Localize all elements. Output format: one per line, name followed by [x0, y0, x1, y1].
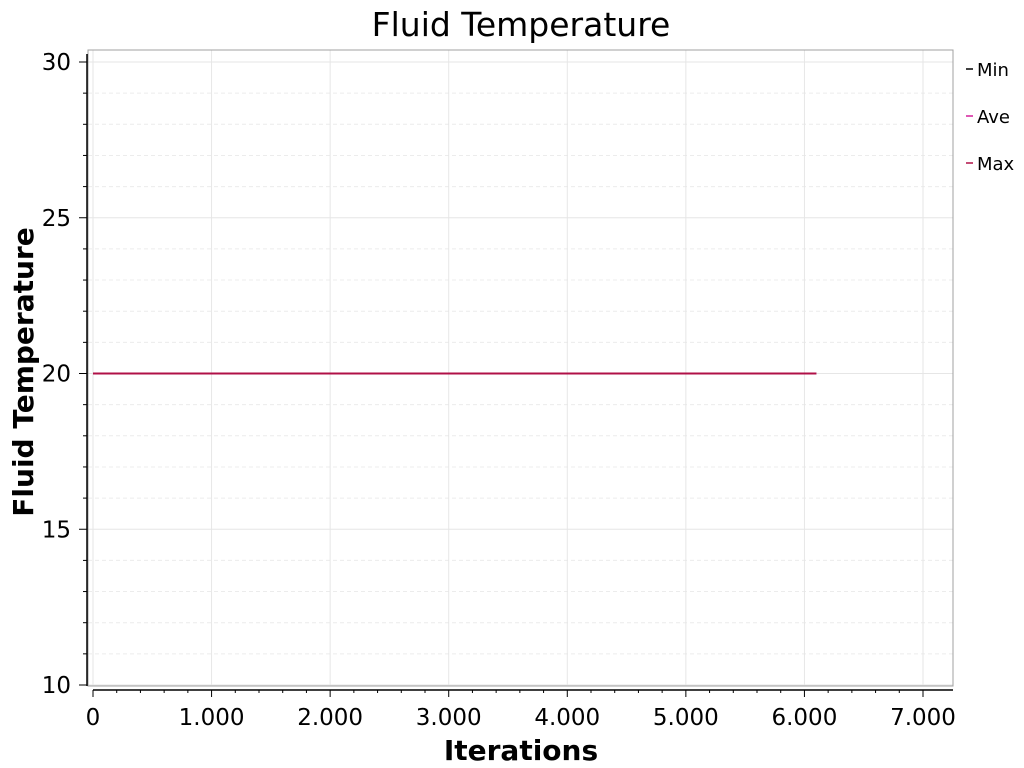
- x-tick-label: 6.000: [771, 705, 837, 731]
- x-tick-label: 1.000: [179, 705, 245, 731]
- chart-title: Fluid Temperature: [372, 5, 671, 44]
- y-axis: 10 15 20 25 30: [42, 50, 88, 699]
- x-tick-label: 0: [86, 705, 101, 731]
- plot-frame: [87, 49, 954, 687]
- legend-label-min: Min: [977, 60, 1009, 81]
- x-axis: 0 1.000 2.000 3.000 4.000 5.000 6.000 7.000: [86, 689, 956, 731]
- legend-label-ave: Ave: [977, 107, 1010, 128]
- x-tick-label: 3.000: [416, 705, 482, 731]
- y-tick-label: 10: [42, 673, 71, 699]
- y-axis-label: Fluid Temperature: [7, 227, 40, 516]
- x-tick-label: 4.000: [534, 705, 600, 731]
- y-tick-label: 20: [42, 362, 71, 388]
- y-tick-label: 25: [42, 206, 71, 232]
- x-tick-label: 2.000: [297, 705, 363, 731]
- x-tick-label: 5.000: [653, 705, 719, 731]
- y-tick-label: 30: [42, 50, 71, 76]
- legend: Min Ave Max: [966, 60, 1015, 175]
- x-axis-label: Iterations: [444, 734, 598, 767]
- legend-label-max: Max: [977, 154, 1015, 175]
- y-tick-label: 15: [42, 517, 71, 543]
- grid: [88, 50, 953, 686]
- x-tick-label: 7.000: [890, 705, 956, 731]
